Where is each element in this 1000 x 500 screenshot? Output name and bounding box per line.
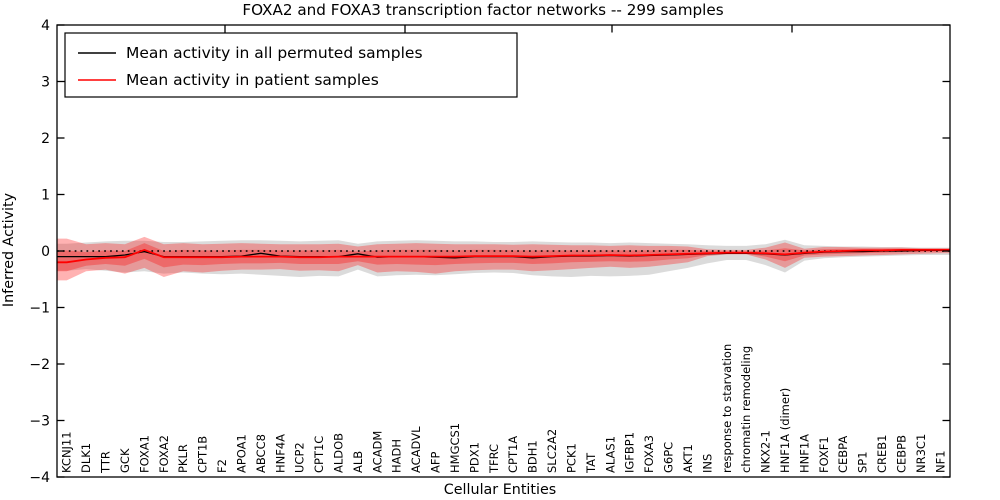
chart-title: FOXA2 and FOXA3 transcription factor net… bbox=[242, 1, 723, 19]
y-axis-label: Inferred Activity bbox=[1, 192, 17, 307]
legend-box bbox=[64, 32, 518, 98]
x-category-label: ALB bbox=[351, 451, 365, 473]
legend: Mean activity in all permuted samples Me… bbox=[64, 32, 518, 98]
x-category-label: HMGCS1 bbox=[448, 423, 462, 473]
x-category-label: ABCC8 bbox=[254, 434, 268, 473]
x-category-label: HNF4A bbox=[273, 434, 287, 473]
x-category-label: PKLR bbox=[176, 444, 190, 473]
tick-layer bbox=[57, 24, 950, 478]
x-category-label: ALAS1 bbox=[603, 436, 617, 473]
x-category-label: HNF1A bbox=[797, 434, 811, 473]
x-category-label: response to starvation bbox=[720, 344, 734, 473]
x-category-label: ACADVL bbox=[409, 426, 423, 473]
x-category-label: SLC2A2 bbox=[545, 429, 559, 473]
patient-outer-band bbox=[57, 236, 950, 281]
x-category-label: CEBPB bbox=[895, 435, 909, 473]
x-category-label: HADH bbox=[390, 439, 404, 473]
x-category-label: TTR bbox=[99, 451, 113, 474]
x-category-label: BDH1 bbox=[526, 440, 540, 473]
x-category-label: FOXA2 bbox=[157, 435, 171, 473]
x-category-label: F2 bbox=[215, 459, 229, 473]
y-tick-label: 0 bbox=[41, 244, 50, 260]
y-tick-label: 2 bbox=[41, 131, 50, 147]
x-category-label: NR3C1 bbox=[914, 434, 928, 473]
x-category-label: DLK1 bbox=[79, 443, 93, 473]
x-category-label: FOXA3 bbox=[642, 435, 656, 473]
series-line-1 bbox=[57, 248, 950, 264]
x-category-label: KCNJ11 bbox=[60, 431, 74, 473]
x-category-label: UCP2 bbox=[293, 442, 307, 473]
y-tick-label: −3 bbox=[29, 414, 50, 430]
x-category-label: INS bbox=[700, 454, 714, 473]
x-category-label: CPT1B bbox=[196, 436, 210, 473]
legend-label-patient: Mean activity in patient samples bbox=[126, 71, 379, 89]
x-category-label: PCK1 bbox=[564, 443, 578, 473]
x-category-label: CREB1 bbox=[875, 435, 889, 474]
x-category-label: NF1 bbox=[933, 450, 947, 473]
x-category-label: ACADM bbox=[370, 431, 384, 473]
x-category-label: APOA1 bbox=[234, 434, 248, 473]
x-category-label: G6PC bbox=[662, 442, 676, 473]
x-category-label: TAT bbox=[584, 452, 598, 474]
x-category-label: SP1 bbox=[856, 451, 870, 473]
x-category-label: GCK bbox=[118, 448, 132, 473]
band-layer bbox=[57, 236, 950, 281]
x-category-label: CPT1C bbox=[312, 436, 326, 473]
y-tick-label: 3 bbox=[41, 75, 50, 91]
x-category-label: FOXA1 bbox=[137, 435, 151, 473]
y-tick-label-layer: 4 3 2 1 0 −1 −2 −3 −4 bbox=[29, 18, 50, 486]
legend-label-permuted: Mean activity in all permuted samples bbox=[126, 44, 423, 62]
x-category-label: AFP bbox=[429, 452, 443, 473]
x-axis-label: Cellular Entities bbox=[444, 482, 556, 498]
x-category-label: CPT1A bbox=[506, 436, 520, 473]
x-category-label: TFRC bbox=[487, 444, 501, 474]
x-category-label: AKT1 bbox=[681, 444, 695, 473]
series-line-layer bbox=[57, 248, 950, 264]
y-tick-label: −1 bbox=[29, 301, 50, 317]
y-tick-label: −2 bbox=[29, 357, 50, 373]
x-category-label: IGFBP1 bbox=[623, 432, 637, 473]
x-category-label: HNF1A (dimer) bbox=[778, 388, 792, 473]
y-tick-label: 1 bbox=[41, 188, 50, 204]
x-category-label: FOXF1 bbox=[817, 436, 831, 473]
y-tick-label: −4 bbox=[29, 470, 50, 486]
x-category-label: CEBPA bbox=[836, 436, 850, 473]
permuted-range-band bbox=[57, 239, 950, 277]
x-category-label: PDX1 bbox=[467, 442, 481, 473]
x-category-label: ALDOB bbox=[332, 433, 346, 473]
x-category-label-layer: KCNJ11 DLK1 TTR GCK FOXA1 FOXA2 PKLR CPT1B F2 APO… bbox=[60, 344, 948, 474]
x-category-label: chromatin remodeling bbox=[739, 346, 753, 473]
y-tick-label: 4 bbox=[41, 18, 50, 34]
x-category-label: NKX2-1 bbox=[759, 430, 773, 473]
